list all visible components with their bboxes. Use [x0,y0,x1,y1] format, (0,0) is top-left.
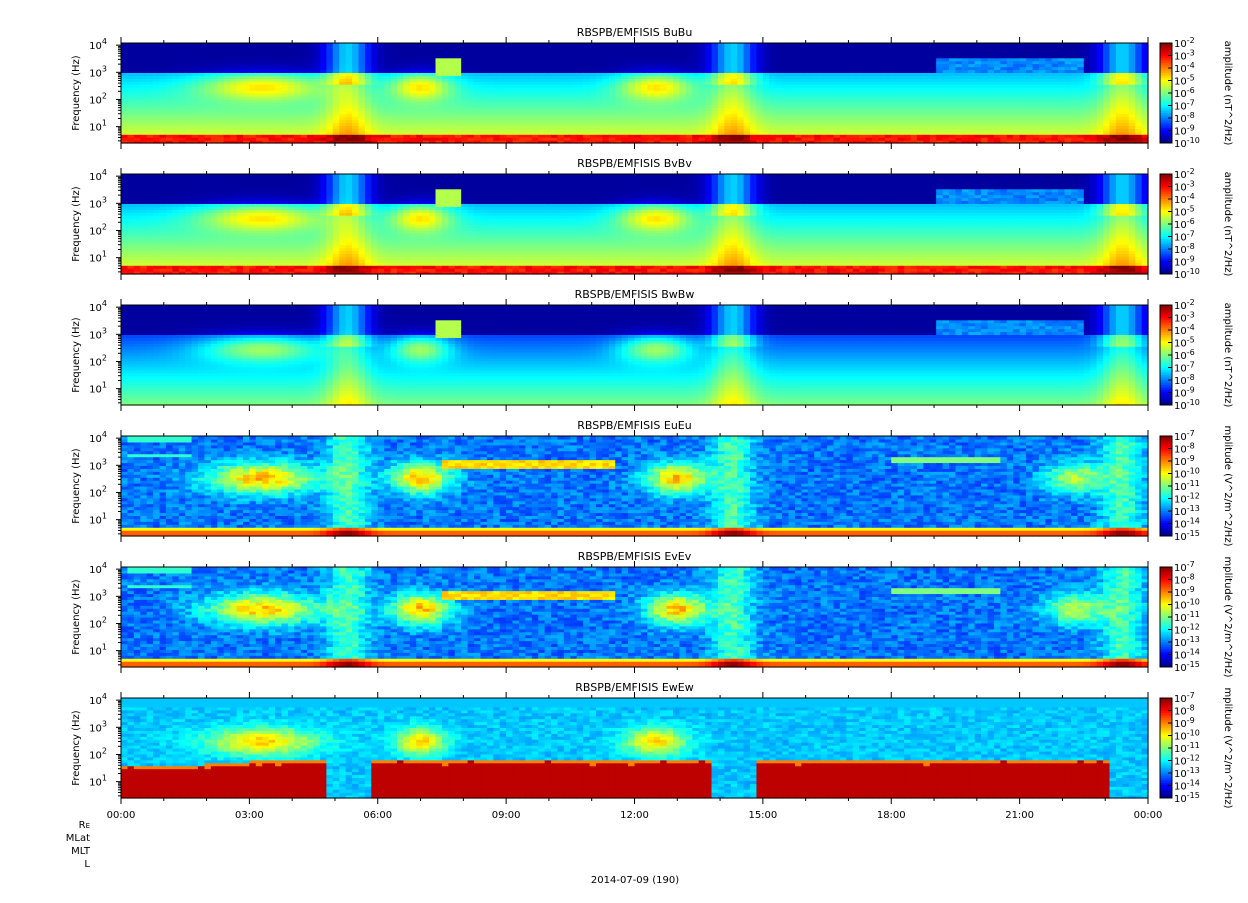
y-tick-label: 102 [89,484,107,499]
y-tick-label: 103 [89,326,107,341]
panel-5: RBSPB/EMFISIS EvEv101102103104Frequency … [71,550,1233,678]
colorbar: 10-710-810-910-1010-1110-1210-1310-1410-… [1160,426,1233,547]
colorbar-label: amplitude (nT^2/Hz) [1222,41,1233,146]
y-tick-label: 102 [89,91,107,106]
y-tick-label: 103 [89,64,107,79]
x-tick-label: 15:00 [748,810,777,821]
x-tick-label: 21:00 [1005,810,1034,821]
heatmap-cells [121,43,1149,144]
colorbar: 10-710-810-910-1010-1110-1210-1310-1410-… [1160,688,1233,809]
panel-6: RBSPB/EMFISIS EwEw101102103104Frequency … [71,681,1233,809]
colorbar-label: mplitude (V^2/m^2/Hz) [1222,688,1233,809]
y-axis-label: Frequency (Hz) [71,317,82,393]
y-tick-label: 104 [89,37,107,52]
x-tick-label: 03:00 [235,810,264,821]
ephem-l: L [30,859,90,870]
colorbar-tick-label: 10-15 [1174,660,1200,674]
colorbar-tick-label: 10-10 [1174,267,1200,281]
colorbar-tick-label: 10-10 [1174,136,1200,150]
y-tick-label: 101 [89,250,107,265]
colorbar-tick-label: 10-10 [1174,398,1200,412]
colorbar: 10-710-810-910-1010-1110-1210-1310-1410-… [1160,557,1233,678]
y-tick-label: 101 [89,643,107,658]
x-tick-label: 18:00 [877,810,906,821]
y-tick-label: 102 [89,746,107,761]
y-tick-label: 101 [89,119,107,134]
colorbar-label: amplitude (nT^2/Hz) [1222,303,1233,408]
x-tick-label: 12:00 [620,810,649,821]
heatmap-cells [121,305,1149,406]
x-tick-label: 09:00 [492,810,521,821]
y-tick-label: 103 [89,457,107,472]
heatmap-cells [121,436,1149,537]
y-axis-label: Frequency (Hz) [71,710,82,786]
y-tick-label: 104 [89,692,107,707]
colorbar-tick-label: 10-15 [1174,791,1200,805]
y-tick-label: 101 [89,774,107,789]
colorbar-label: mplitude (V^2/m^2/Hz) [1222,426,1233,547]
y-axis-label: Frequency (Hz) [71,448,82,524]
y-tick-label: 103 [89,719,107,734]
panel-1: RBSPB/EMFISIS BuBu101102103104Frequency … [71,26,1233,150]
y-tick-label: 102 [89,222,107,237]
colorbar-label: amplitude (nT^2/Hz) [1222,172,1233,277]
ephem-mlat: MLat [30,833,90,844]
y-tick-label: 104 [89,561,107,576]
y-tick-label: 103 [89,588,107,603]
colorbar-tick-label: 10-15 [1174,529,1200,543]
heatmap-cells [121,698,1149,799]
panel-3: RBSPB/EMFISIS BwBw101102103104Frequency … [71,288,1233,412]
heatmap-cells [121,174,1149,275]
y-tick-label: 102 [89,353,107,368]
y-axis-label: Frequency (Hz) [71,579,82,655]
ephem-mlt: MLT [30,846,90,857]
y-axis-label: Frequency (Hz) [71,186,82,262]
panel-2: RBSPB/EMFISIS BvBv101102103104Frequency … [71,157,1233,281]
colorbar-label: mplitude (V^2/m^2/Hz) [1222,557,1233,678]
panel-4: RBSPB/EMFISIS EuEu101102103104Frequency … [71,419,1233,547]
y-tick-label: 104 [89,299,107,314]
y-axis-label: Frequency (Hz) [71,55,82,131]
y-tick-label: 101 [89,512,107,527]
y-tick-label: 104 [89,168,107,183]
y-tick-label: 101 [89,381,107,396]
y-tick-label: 102 [89,615,107,630]
heatmap-cells [121,567,1149,668]
y-tick-label: 104 [89,430,107,445]
x-tick-label: 00:00 [107,810,136,821]
y-tick-label: 103 [89,195,107,210]
ephem-re: RE [30,820,90,831]
x-tick-label: 00:00 [1134,810,1163,821]
x-tick-label: 06:00 [363,810,392,821]
date-label: 2014-07-09 (190) [535,875,735,886]
